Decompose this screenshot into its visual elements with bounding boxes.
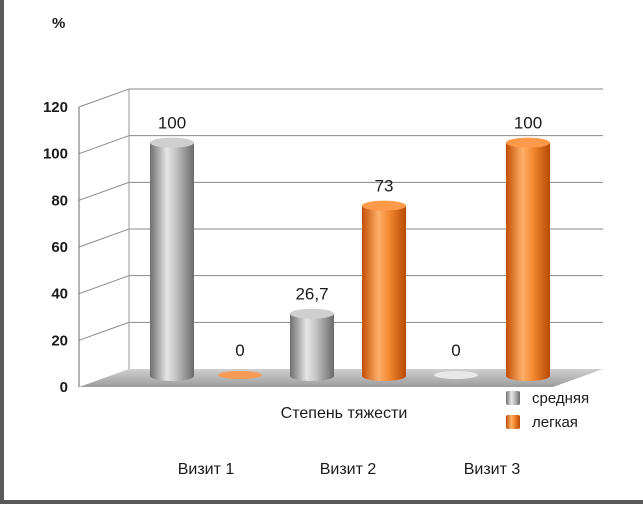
data-label: 73	[375, 177, 394, 196]
y-tick-label: 40	[51, 286, 68, 303]
y-tick-label: 120	[43, 99, 68, 116]
legend-swatch	[506, 415, 520, 429]
bar-средняя-2	[290, 313, 334, 381]
bar-легкая-3	[506, 142, 550, 381]
data-label: 0	[235, 341, 244, 360]
data-label: 100	[158, 114, 186, 133]
legend-label: средняя	[532, 390, 589, 407]
data-label: 26,7	[295, 285, 328, 304]
bar-top-средняя-2	[290, 308, 334, 319]
x-category-label: Визит 2	[320, 461, 377, 478]
frame-bottom-border	[0, 500, 643, 504]
data-label: 100	[514, 114, 542, 133]
gridline-stub	[78, 275, 130, 295]
frame-left-border	[0, 0, 4, 504]
bar-top-легкая-3	[506, 137, 550, 148]
x-category-label: Визит 1	[178, 461, 235, 478]
gridline-stub	[78, 321, 130, 341]
y-tick-label: 20	[51, 332, 68, 349]
y-tick-label: 0	[60, 379, 68, 396]
gridline-stub	[78, 88, 130, 108]
bar-top-средняя-1	[150, 137, 194, 148]
bar-zero-средняя-3	[434, 371, 478, 379]
bar-top-легкая-2	[362, 200, 406, 211]
bar-zero-легкая-1	[218, 371, 262, 379]
legend-label: легкая	[532, 414, 578, 431]
bar-легкая-2	[362, 205, 406, 381]
x-axis-title: Степень тяжести	[281, 405, 408, 422]
y-tick-label: 100	[43, 146, 68, 163]
data-label: 0	[451, 341, 460, 360]
y-tick-label: 80	[51, 192, 68, 209]
gridline-stub	[78, 135, 130, 155]
y-unit-label: %	[52, 15, 65, 32]
legend-swatch	[506, 391, 520, 405]
x-category-label: Визит 3	[464, 461, 521, 478]
gridline-stub	[78, 228, 130, 248]
y-tick-label: 60	[51, 239, 68, 256]
bar-средняя-1	[150, 142, 194, 381]
gridline-stub	[78, 181, 130, 201]
